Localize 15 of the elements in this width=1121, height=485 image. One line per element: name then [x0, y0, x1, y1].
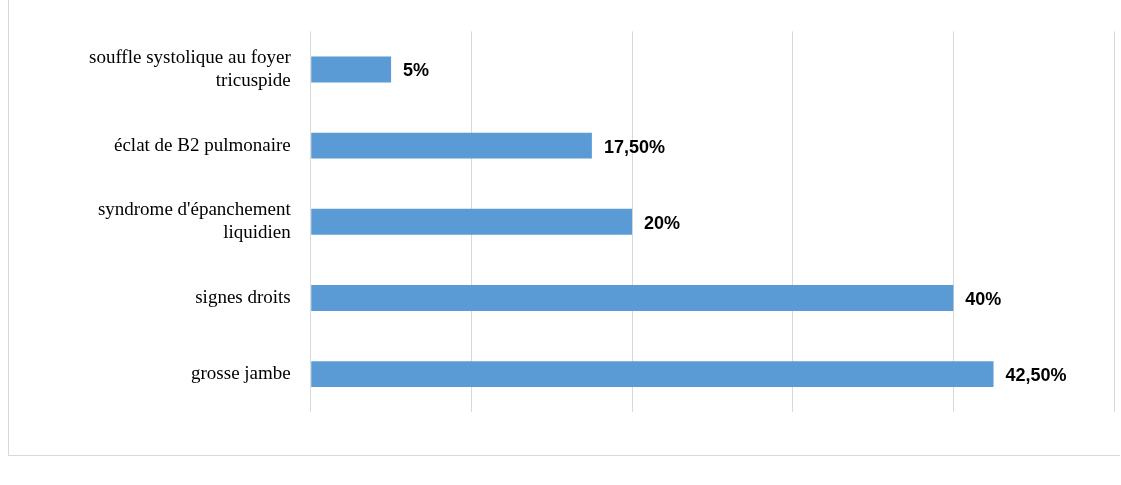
data-label: 20% [644, 212, 681, 233]
data-label: 40% [965, 288, 1002, 309]
bar [311, 361, 994, 388]
y-tick-label: éclat de B2 pulmonaire [114, 133, 291, 155]
y-tick-label: syndrome d'épanchement liquidien [97, 198, 292, 243]
bar [311, 208, 633, 235]
data-label: 17,50% [603, 136, 665, 157]
y-tick-label: signes droits [195, 285, 291, 307]
data-label: 42,50% [1005, 365, 1067, 386]
data-label: 5% [403, 60, 430, 81]
y-tick-label: souffle systolique au foyer tricuspide [89, 46, 292, 90]
bar [311, 56, 392, 83]
y-tick-label: grosse jambe [191, 362, 291, 384]
bar [311, 285, 954, 311]
bar [311, 132, 592, 159]
